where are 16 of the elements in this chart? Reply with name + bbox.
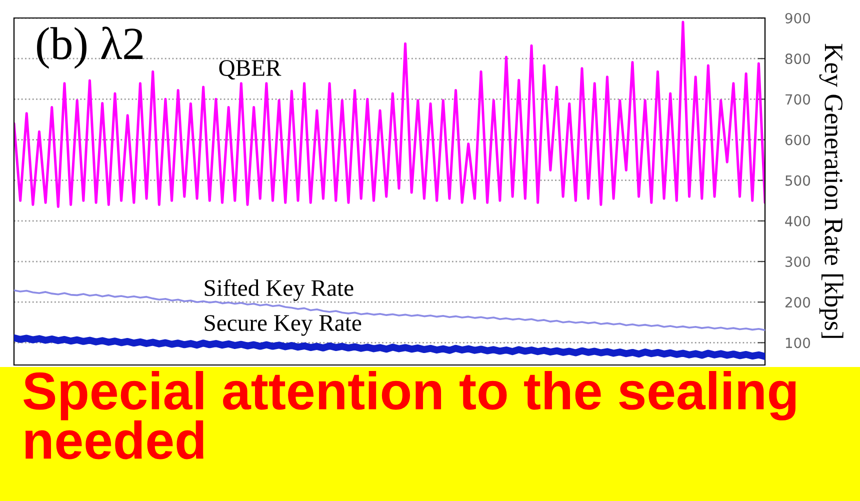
y-tick-label: 200	[785, 297, 810, 308]
y-tick-label: 300	[786, 256, 810, 267]
text: Special attention to the sealing needed	[24, 371, 796, 460]
y-tick-label: 400	[785, 216, 810, 226]
y-tick-label: 900	[785, 12, 810, 24]
chart-title: (b) λ2	[37, 26, 143, 69]
series-label: Sifted Key Rate	[204, 279, 354, 301]
y-tick-label: 700	[786, 94, 810, 105]
y-tick-label: 600	[785, 134, 810, 146]
y-tick-label: 500	[786, 175, 810, 186]
series-label: QBER	[219, 60, 282, 80]
line-series	[14, 20, 765, 208]
series-label: Secure Key Rate	[204, 315, 362, 336]
y-axis-title: Key Generation Rate [kbps]	[819, 44, 844, 338]
y-tick-label: 100	[786, 338, 810, 348]
y-tick-label: 800	[785, 54, 810, 64]
